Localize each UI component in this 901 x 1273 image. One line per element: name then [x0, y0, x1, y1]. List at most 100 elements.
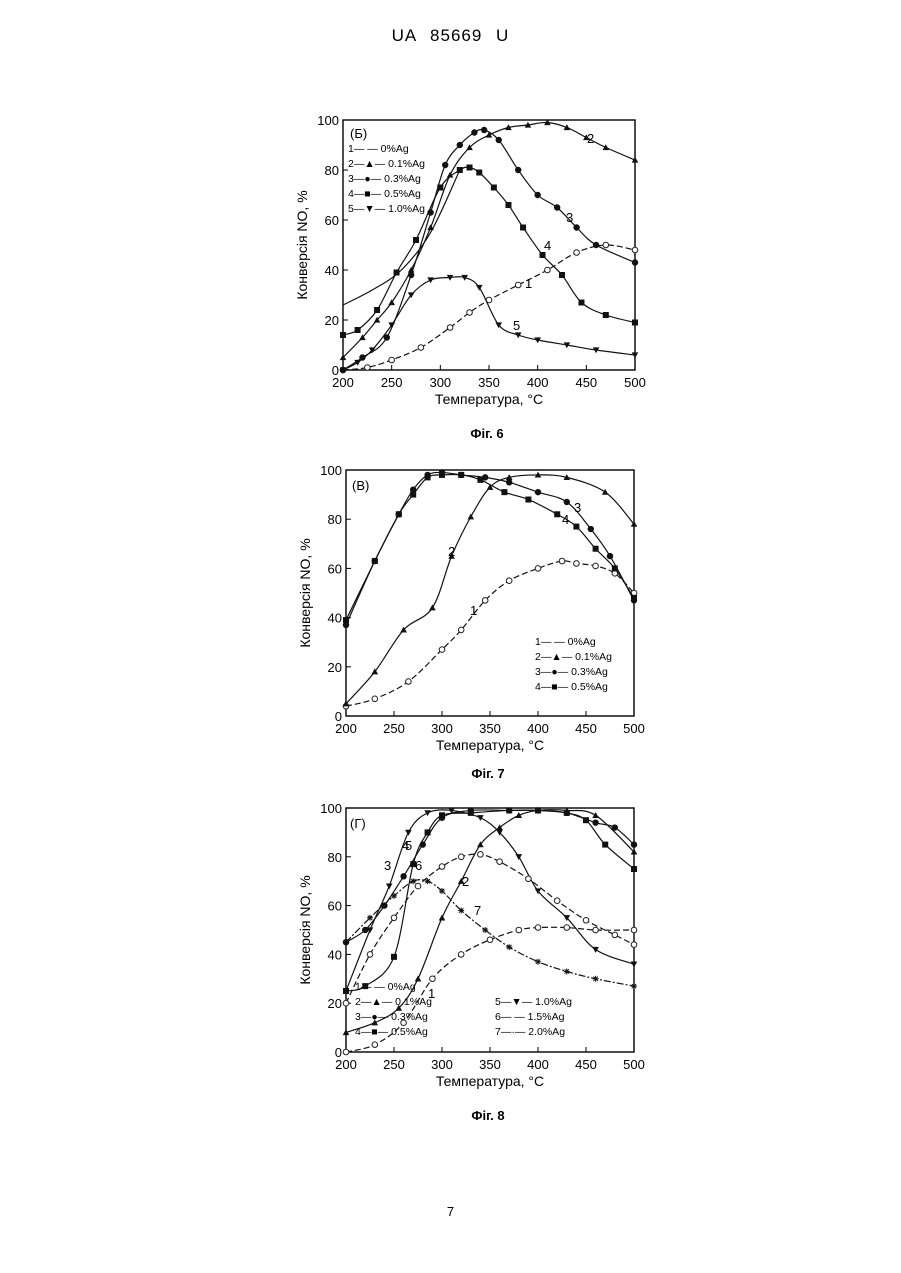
series-line	[346, 810, 634, 991]
data-point	[505, 202, 511, 208]
data-point	[439, 647, 445, 653]
data-point	[457, 142, 463, 148]
y-tick-label: 60	[328, 899, 342, 914]
figure-7: 200250300350400450500020406080100Темпера…	[0, 452, 901, 792]
curve-label: 3	[574, 500, 581, 515]
data-point	[439, 472, 445, 478]
y-tick-label: 20	[325, 313, 339, 328]
series-line	[346, 810, 634, 942]
data-point	[593, 242, 599, 248]
x-tick-label: 400	[527, 1057, 549, 1072]
curve-label: 6	[415, 858, 422, 873]
data-point	[396, 511, 402, 517]
legend-item: 2—▲— 0.1%Ag	[535, 651, 612, 663]
chart-fig7: 200250300350400450500020406080100Темпера…	[0, 452, 901, 787]
data-point	[535, 807, 541, 813]
page-number: 7	[0, 1204, 901, 1219]
y-tick-label: 100	[320, 801, 342, 816]
legend-item: 4—■— 0.5%Ag	[348, 188, 421, 200]
data-point	[482, 598, 488, 604]
data-point	[631, 866, 637, 872]
chart-fig8: 200250300350400450500020406080100Темпера…	[0, 790, 901, 1130]
x-tick-label: 500	[623, 1057, 645, 1072]
data-point	[413, 237, 419, 243]
x-axis-label: Температура, °С	[436, 737, 544, 753]
data-point	[418, 345, 424, 351]
data-point	[506, 807, 512, 813]
figure-label: Фіг. 8	[471, 1108, 504, 1123]
data-point	[631, 962, 638, 968]
data-point	[612, 565, 618, 571]
data-point	[607, 553, 613, 559]
data-point	[424, 810, 431, 816]
data-point	[526, 876, 532, 882]
data-point	[631, 927, 637, 933]
legend-item: 6— — 1.5%Ag	[495, 1011, 565, 1023]
legend-item: 1— — 0%Ag	[348, 143, 409, 155]
legend-item: 4—■— 0.5%Ag	[355, 1026, 428, 1038]
x-axis-label: Температура, °С	[435, 391, 543, 407]
data-point	[427, 277, 434, 283]
data-point	[365, 365, 371, 371]
data-point	[520, 225, 526, 231]
y-tick-label: 80	[325, 163, 339, 178]
plot-frame	[346, 470, 634, 716]
data-point	[467, 310, 473, 316]
data-point	[631, 841, 637, 847]
data-point	[467, 165, 473, 171]
data-point	[437, 185, 443, 191]
data-point	[593, 546, 599, 552]
figure-label: Фіг. 7	[471, 766, 504, 781]
data-point	[592, 819, 598, 825]
data-point	[478, 852, 484, 858]
data-point	[515, 167, 521, 173]
x-tick-label: 450	[575, 1057, 597, 1072]
data-point	[559, 558, 565, 564]
legend-item: 1— — 0%Ag	[535, 636, 596, 648]
data-point	[468, 513, 475, 519]
data-point	[442, 162, 448, 168]
legend: 1— — 0%Ag2—▲— 0.1%Ag3—●— 0.3%Ag4—■— 0.5%…	[535, 636, 612, 693]
panel-label: (Б)	[350, 126, 367, 141]
x-tick-label: 350	[479, 1057, 501, 1072]
data-point	[386, 883, 393, 889]
data-point	[564, 499, 570, 505]
legend-item: 1— — 0%Ag	[355, 981, 416, 993]
y-tick-label: 80	[328, 512, 342, 527]
x-axis-label: Температура, °С	[436, 1073, 544, 1089]
curve-label: 1	[525, 276, 532, 291]
data-point	[457, 167, 463, 173]
legend-item: 7—·— 2.0%Ag	[495, 1026, 565, 1038]
data-point	[602, 489, 609, 495]
legend-item: 3—●— 0.3%Ag	[355, 1011, 428, 1023]
curve-label: 4	[562, 512, 569, 527]
y-tick-label: 60	[325, 213, 339, 228]
series-line	[346, 880, 634, 986]
figure-8: 200250300350400450500020406080100Темпера…	[0, 790, 901, 1135]
data-point	[603, 312, 609, 318]
data-point	[439, 812, 445, 818]
series-line	[346, 472, 634, 625]
data-point	[631, 983, 637, 989]
data-point	[343, 617, 349, 623]
y-tick-label: 40	[328, 611, 342, 626]
legend: 1— — 0%Ag2—▲— 0.1%Ag3—●— 0.3%Ag4—■— 0.5%…	[348, 143, 425, 215]
data-point	[343, 1049, 349, 1055]
x-tick-label: 350	[478, 375, 500, 390]
data-point	[458, 627, 464, 633]
y-tick-label: 20	[328, 660, 342, 675]
legend-item: 2—▲— 0.1%Ag	[348, 158, 425, 170]
data-point	[439, 915, 446, 921]
data-point	[564, 810, 570, 816]
x-tick-label: 500	[623, 721, 645, 736]
data-point	[603, 144, 610, 150]
data-point	[391, 893, 397, 899]
curve-label: 3	[566, 210, 573, 225]
x-tick-label: 250	[381, 375, 403, 390]
data-point	[632, 247, 638, 253]
data-point	[400, 873, 406, 879]
data-point	[343, 1000, 349, 1006]
data-point	[554, 511, 560, 517]
curve-label: 2	[462, 874, 469, 889]
y-axis-label: Конверсія NO, %	[297, 538, 313, 647]
